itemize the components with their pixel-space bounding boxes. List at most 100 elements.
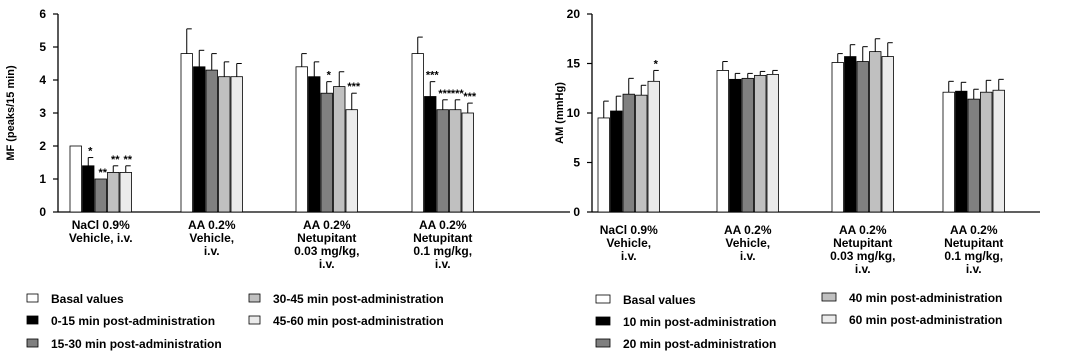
y-tick-label: 0 bbox=[573, 205, 580, 219]
bar bbox=[436, 109, 449, 213]
bar bbox=[94, 178, 107, 213]
bar bbox=[869, 51, 882, 213]
category-label: Netupitant bbox=[297, 231, 356, 245]
bar bbox=[831, 62, 844, 213]
category-label: NaCl 0.9% bbox=[72, 218, 130, 232]
bar bbox=[193, 66, 206, 213]
bar bbox=[980, 91, 993, 213]
bar bbox=[411, 53, 424, 213]
legend-swatch bbox=[26, 293, 39, 303]
category-label: AA 0.2% bbox=[950, 223, 998, 237]
category-label: i.v. bbox=[204, 244, 220, 258]
category-label: AA 0.2% bbox=[188, 218, 236, 232]
y-tick-label: 5 bbox=[39, 40, 46, 54]
bar bbox=[716, 70, 729, 213]
y-tick-label: 5 bbox=[573, 156, 580, 170]
category-label: i.v. bbox=[855, 262, 871, 276]
bar bbox=[205, 69, 218, 213]
legend-swatch bbox=[595, 294, 611, 304]
bar bbox=[881, 56, 894, 213]
category-label: Netupitant bbox=[413, 231, 472, 245]
bar bbox=[180, 53, 193, 213]
category-label: i.v. bbox=[435, 257, 451, 271]
bar bbox=[449, 109, 462, 213]
legend-entry: 40 min post-administration bbox=[849, 291, 1002, 305]
bar bbox=[82, 165, 95, 213]
bar bbox=[729, 78, 742, 213]
bar bbox=[635, 94, 648, 213]
bar bbox=[754, 74, 767, 213]
legend-entry: 60 min post-administration bbox=[849, 313, 1002, 327]
bar bbox=[856, 61, 869, 213]
legend-swatch bbox=[595, 338, 611, 348]
bar bbox=[844, 56, 857, 213]
y-tick-label: 4 bbox=[39, 73, 46, 87]
y-tick-label: 20 bbox=[567, 7, 581, 21]
category-label: AA 0.2% bbox=[303, 218, 351, 232]
bar bbox=[295, 66, 308, 213]
bar bbox=[333, 86, 346, 213]
bar bbox=[461, 112, 474, 213]
legend-entry: 15-30 min post-administration bbox=[51, 337, 222, 351]
category-label: AA 0.2% bbox=[419, 218, 467, 232]
legend-entry: 30-45 min post-administration bbox=[273, 292, 444, 306]
legend-entry: Basal values bbox=[51, 292, 124, 306]
category-label: i.v. bbox=[621, 249, 637, 263]
legend-entry: 45-60 min post-administration bbox=[273, 314, 444, 328]
y-tick-label: 2 bbox=[39, 139, 46, 153]
legend-entry: 0-15 min post-administration bbox=[51, 314, 215, 328]
bar bbox=[741, 77, 754, 213]
bar bbox=[622, 93, 635, 213]
legend-swatch bbox=[821, 314, 837, 324]
category-label: 0.1 mg/kg, bbox=[944, 249, 1003, 263]
legend-entry: 20 min post-administration bbox=[623, 337, 776, 351]
category-label: AA 0.2% bbox=[724, 223, 772, 237]
bar bbox=[69, 145, 82, 213]
significance-label: ** bbox=[98, 167, 107, 179]
significance-label: *** bbox=[347, 81, 361, 93]
y-tick-label: 3 bbox=[39, 106, 46, 120]
legend-swatch bbox=[248, 315, 261, 325]
significance-label: *** bbox=[426, 70, 440, 82]
y-tick-label: 10 bbox=[567, 106, 581, 120]
category-label: 0.03 mg/kg, bbox=[294, 244, 359, 258]
bar bbox=[610, 110, 623, 213]
bar bbox=[230, 76, 243, 213]
legend-swatch bbox=[595, 316, 611, 326]
legend-swatch bbox=[26, 338, 39, 348]
significance-label: *** bbox=[438, 88, 452, 100]
significance-label: *** bbox=[463, 91, 477, 103]
legend-swatch bbox=[26, 315, 39, 325]
significance-label: ** bbox=[123, 154, 132, 166]
legend-swatch bbox=[821, 292, 837, 302]
bar bbox=[345, 109, 358, 213]
y-tick-label: 15 bbox=[567, 57, 581, 71]
y-tick-label: 0 bbox=[39, 205, 46, 219]
significance-label: * bbox=[654, 58, 659, 70]
y-tick-label: 1 bbox=[39, 172, 46, 186]
bar bbox=[308, 76, 321, 213]
bar bbox=[766, 73, 779, 213]
legend-entry: Basal values bbox=[623, 293, 696, 307]
bar bbox=[320, 92, 333, 213]
significance-label: ** bbox=[111, 154, 120, 166]
significance-label: * bbox=[88, 146, 93, 158]
bar bbox=[992, 89, 1005, 213]
bar bbox=[424, 96, 437, 213]
bar bbox=[119, 171, 132, 213]
bar bbox=[955, 90, 968, 213]
bar bbox=[218, 76, 231, 213]
significance-label: *** bbox=[451, 88, 465, 100]
y-tick-label: 6 bbox=[39, 7, 46, 21]
bar bbox=[647, 80, 660, 213]
category-label: i.v. bbox=[319, 257, 335, 271]
legend-entry: 10 min post-administration bbox=[623, 315, 776, 329]
category-label: Vehicle, bbox=[725, 236, 770, 250]
category-label: Netupitant bbox=[833, 236, 892, 250]
category-label: i.v. bbox=[740, 249, 756, 263]
bar bbox=[107, 171, 120, 213]
legend-swatch bbox=[248, 293, 261, 303]
